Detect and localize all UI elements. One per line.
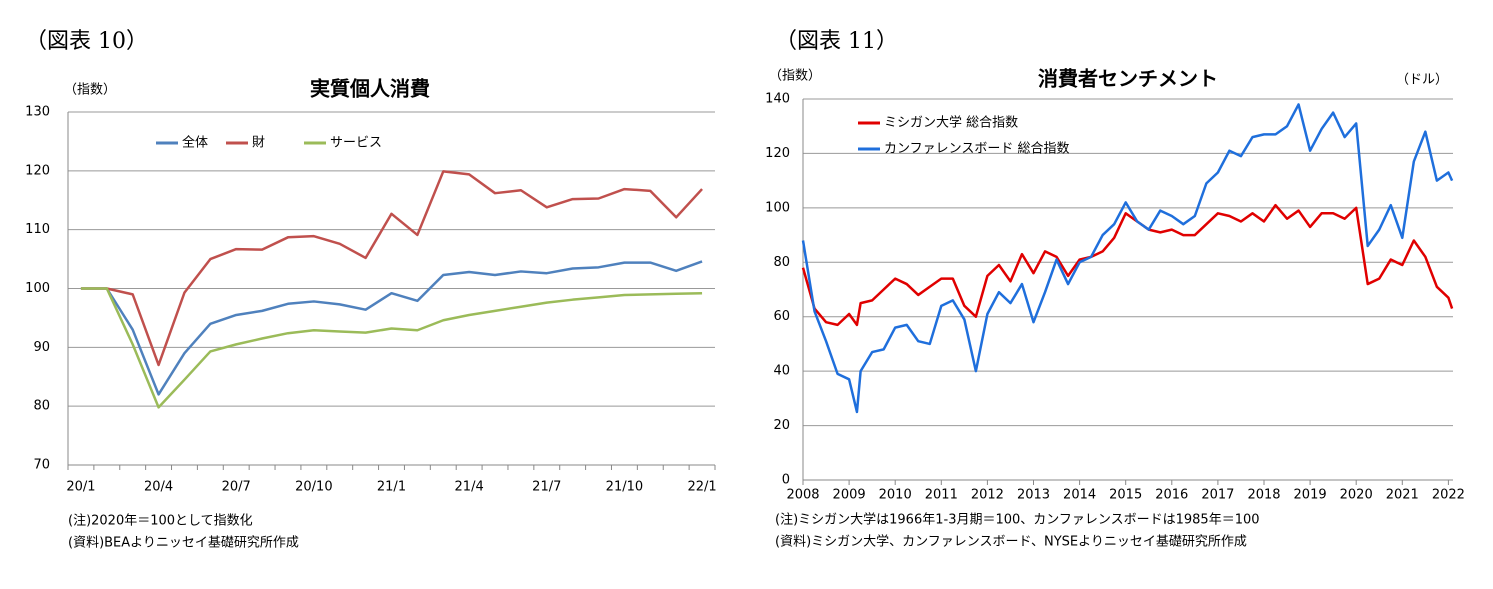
x-tick-label: 21/7: [532, 480, 561, 495]
x-tick-label: 2013: [1017, 488, 1050, 503]
x-tick-label: 22/1: [687, 480, 716, 495]
note: (資料)BEAよりニッセイ基礎研究所作成: [68, 536, 299, 551]
x-tick-label: 2014: [1063, 488, 1096, 503]
series-line: [80, 260, 703, 396]
y-tick-label: 110: [25, 222, 50, 237]
x-tick-label: 2019: [1294, 488, 1327, 503]
y-axis-label: （指数）: [64, 83, 116, 98]
x-tick-label: 20/7: [222, 480, 251, 495]
chart-title: 実質個人消費: [310, 77, 430, 101]
x-tick-label: 2016: [1155, 488, 1188, 503]
x-tick-label: 2012: [971, 488, 1004, 503]
y-tick-label: 100: [765, 200, 790, 215]
legend-label: カンファレンスボード 総合指数: [884, 142, 1069, 157]
series-line: [801, 103, 1454, 414]
x-tick-label: 21/10: [606, 480, 643, 495]
x-tick-label: 2010: [879, 488, 912, 503]
legend-label: 財: [252, 136, 265, 151]
series-line: [80, 287, 703, 409]
x-tick-label: 20/10: [295, 480, 332, 495]
y-tick-label: 80: [773, 255, 790, 270]
y-axis-label: （指数）: [769, 69, 821, 84]
legend-label: ミシガン大学 総合指数: [884, 115, 1018, 131]
x-tick-label: 2011: [925, 488, 958, 503]
figure-label: （図表 11）: [775, 29, 898, 54]
x-tick-label: 2018: [1247, 488, 1280, 503]
y-tick-label: 140: [765, 92, 790, 107]
note: (注)ミシガン大学は1966年1-3月期＝100、カンファレンスボードは1985…: [775, 512, 1260, 528]
y-tick-label: 60: [773, 309, 790, 324]
y-tick-label: 120: [25, 163, 50, 178]
y-tick-label: 90: [33, 340, 50, 355]
figure-label: （図表 10）: [25, 29, 148, 54]
x-tick-label: 21/1: [377, 480, 406, 495]
series-line: [801, 203, 1454, 327]
y-tick-label: 0: [782, 473, 790, 488]
y-tick-label: 120: [765, 146, 790, 161]
x-tick-label: 2008: [786, 488, 819, 503]
series-line: [80, 170, 703, 367]
legend-label: サービス: [330, 136, 382, 151]
y-tick-label: 20: [773, 418, 790, 433]
x-tick-label: 2021: [1386, 488, 1419, 503]
x-tick-label: 2015: [1109, 488, 1142, 503]
y-tick-label: 130: [25, 105, 50, 120]
y-unit-label: （ドル）: [1396, 73, 1448, 88]
x-tick-label: 2020: [1340, 488, 1373, 503]
x-tick-label: 2022: [1432, 488, 1465, 503]
x-tick-label: 2009: [833, 488, 866, 503]
y-tick-label: 80: [33, 399, 50, 414]
x-tick-label: 20/4: [144, 480, 173, 495]
x-tick-label: 20/1: [66, 480, 95, 495]
chart-title: 消費者センチメント: [1038, 67, 1218, 91]
note: (資料)ミシガン大学、カンファレンスボード、NYSEよりニッセイ基礎研究所作成: [775, 534, 1247, 550]
note: (注)2020年＝100として指数化: [68, 514, 253, 529]
y-tick-label: 40: [773, 364, 790, 379]
x-tick-label: 21/4: [455, 480, 484, 495]
x-tick-label: 2017: [1201, 488, 1234, 503]
y-tick-label: 100: [25, 281, 50, 296]
y-tick-label: 70: [33, 458, 50, 473]
legend-label: 全体: [182, 135, 208, 151]
